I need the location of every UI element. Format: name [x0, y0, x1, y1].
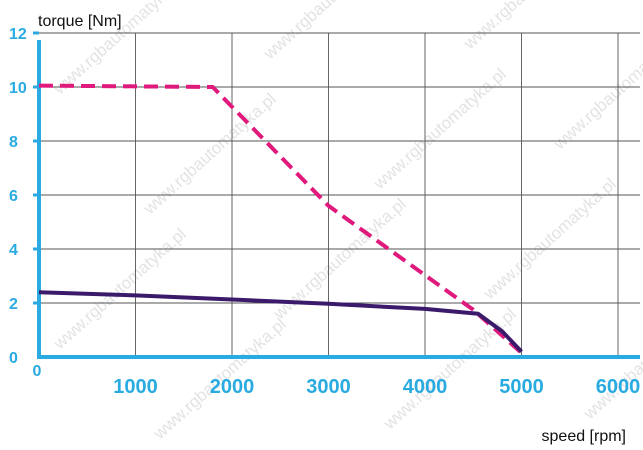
y-tick-label: 6 — [9, 188, 18, 205]
watermark-text: www.rgbautomatyka.pl — [379, 304, 520, 433]
watermark-text: www.rgbautomatyka.pl — [49, 224, 190, 353]
watermark-text: www.rgbautomatyka.pl — [259, 0, 400, 64]
y-tick-label: 4 — [9, 242, 18, 259]
y-tick-label: 12 — [9, 26, 27, 43]
watermark-text: www.rgbautomatyka.pl — [459, 0, 600, 54]
x-axis-title: speed [rpm] — [542, 428, 626, 445]
series-line-2 — [38, 290, 523, 353]
axes — [33, 31, 640, 359]
tick-labels: 0 2 4 6 8 10 12 0 1000 2000 3000 4000 5000 6000 — [9, 26, 640, 398]
x-tick-label: 2000 — [210, 376, 255, 398]
watermark-text: www.rgbautomatyka.pl — [369, 64, 510, 193]
x-tick-label: 3000 — [306, 376, 351, 398]
x-tick-label: 0 — [33, 363, 42, 380]
y-tick-label: 8 — [9, 134, 18, 151]
grid-lines — [39, 32, 640, 357]
series-layer — [38, 83, 523, 355]
y-tick-label: 2 — [9, 296, 18, 313]
watermark-text: www.rgbautomatyka.pl — [549, 24, 643, 153]
x-tick-label: 5000 — [499, 376, 544, 398]
watermark-text: www.rgbautomatyka.pl — [479, 174, 620, 303]
x-tick-label: 6000 — [596, 376, 641, 398]
x-tick-label: 4000 — [403, 376, 448, 398]
series-line-1 — [38, 83, 523, 355]
watermark-text: www.rgbautomatyka.pl — [139, 89, 280, 218]
y-tick-label: 10 — [9, 80, 27, 97]
y-axis-title: torque [Nm] — [38, 13, 122, 30]
watermark-text: www.rgbautomatyka.pl — [579, 294, 643, 423]
y-tick-label: 0 — [9, 350, 18, 367]
x-tick-label: 1000 — [113, 376, 158, 398]
